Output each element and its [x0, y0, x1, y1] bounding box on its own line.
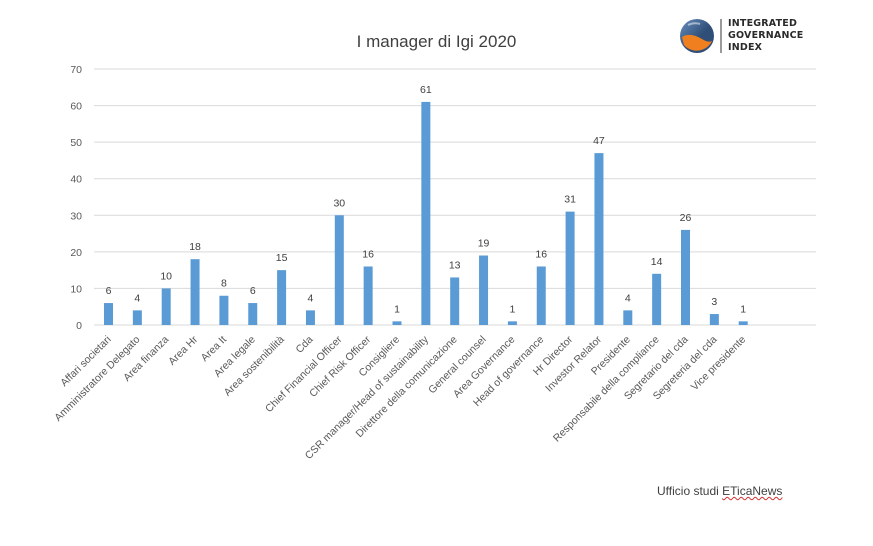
category-label: Responsabile della compliance: [551, 334, 662, 445]
bar: [652, 273, 662, 325]
bar: [507, 321, 517, 325]
globe-icon: [680, 19, 714, 53]
data-label: 3: [711, 296, 717, 308]
data-label: 26: [680, 212, 692, 224]
y-tick-label: 20: [70, 247, 82, 259]
data-label: 4: [308, 292, 314, 304]
category-label: Cda: [293, 334, 315, 356]
y-tick-label: 70: [70, 64, 82, 76]
data-label: 19: [478, 238, 490, 250]
bar: [565, 211, 575, 325]
logo-divider: [720, 19, 722, 53]
data-label: 1: [394, 303, 400, 315]
bar: [623, 310, 633, 325]
bar: [709, 314, 719, 325]
bar: [681, 229, 690, 325]
logo-line: GOVERNANCE: [728, 30, 804, 41]
data-label: 16: [535, 248, 547, 260]
bar: [363, 266, 373, 325]
data-label: 8: [221, 278, 227, 290]
data-label: 47: [593, 135, 605, 147]
y-tick-label: 60: [70, 101, 82, 113]
bar: [104, 303, 113, 325]
bar: [334, 215, 344, 325]
footer-credit: Ufficio studi ETicaNews: [657, 484, 782, 498]
bar: [392, 321, 402, 325]
data-label: 18: [189, 241, 201, 253]
data-label: 4: [134, 292, 140, 304]
bar: [132, 310, 142, 325]
data-label: 6: [106, 285, 112, 297]
data-label: 1: [509, 303, 515, 315]
bar: [277, 270, 287, 325]
bar: [305, 310, 315, 325]
y-tick-label: 30: [70, 210, 82, 222]
y-tick-label: 50: [70, 137, 82, 149]
y-tick-label: 10: [70, 283, 82, 295]
data-label: 30: [333, 197, 345, 209]
data-label: 6: [250, 285, 256, 297]
y-axis-ticks: 0 10 20 30 40 50 60 70: [70, 64, 82, 332]
data-label: 15: [276, 252, 288, 264]
bar: [594, 153, 604, 325]
bars: [104, 101, 748, 326]
bar: [479, 255, 489, 325]
data-label: 31: [564, 194, 576, 206]
footer-prefix: Ufficio studi: [657, 484, 723, 498]
bar: [248, 303, 258, 325]
bar: [421, 101, 431, 326]
data-label: 16: [362, 248, 374, 260]
bar: [190, 259, 200, 325]
bar: [738, 321, 748, 325]
bar: [161, 288, 171, 325]
y-tick-label: 0: [76, 320, 82, 332]
logo-line: INTEGRATED: [728, 18, 798, 29]
data-label: 13: [449, 259, 461, 271]
footer-brand: ETicaNews: [722, 484, 783, 498]
data-label: 10: [160, 270, 172, 282]
data-label: 4: [625, 292, 631, 304]
logo-text: INTEGRATED GOVERNANCE INDEX: [728, 18, 804, 54]
bar: [450, 277, 460, 325]
igi-logo: INTEGRATED GOVERNANCE INDEX: [678, 16, 804, 56]
logo-line: INDEX: [728, 42, 763, 53]
category-label: Area Hr: [166, 333, 200, 367]
y-tick-label: 40: [70, 174, 82, 186]
data-label: 61: [420, 84, 432, 96]
bar: [536, 266, 546, 325]
data-label: 1: [740, 303, 746, 315]
chart-title: I manager di Igi 2020: [356, 32, 517, 51]
data-label: 14: [651, 256, 663, 268]
bar: [219, 295, 229, 325]
